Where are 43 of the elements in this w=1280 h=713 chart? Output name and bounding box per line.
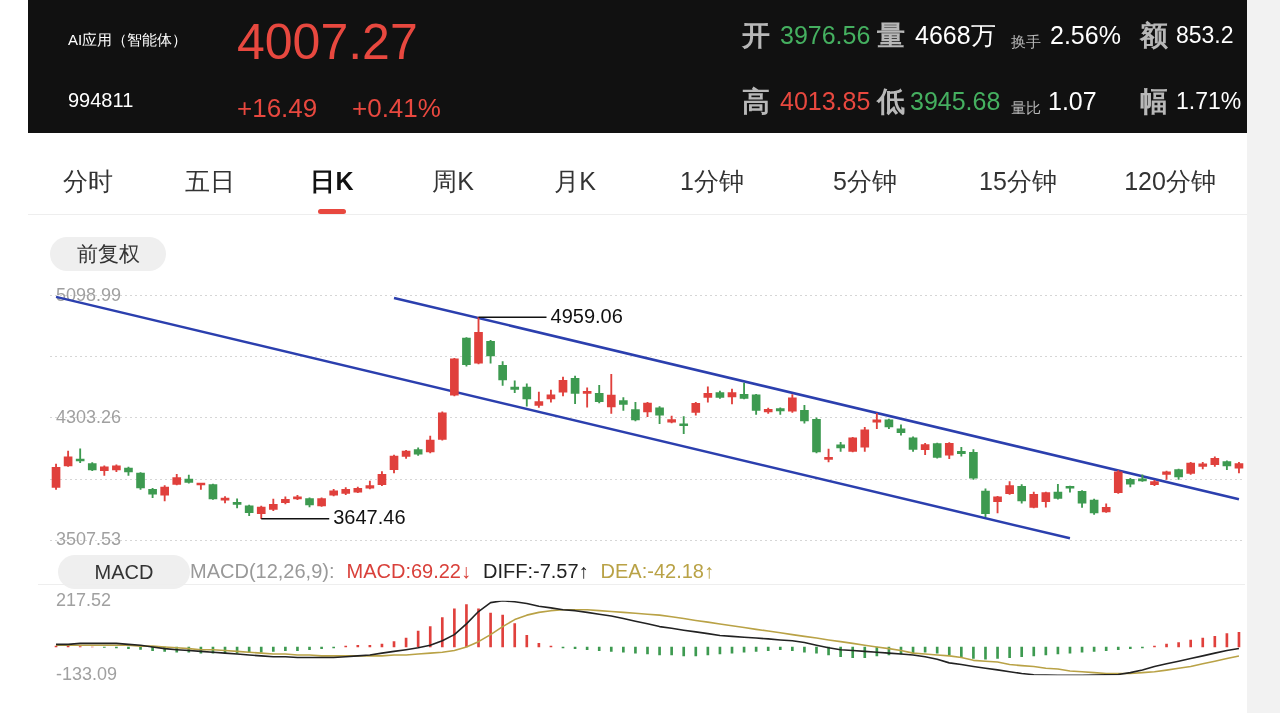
text: 3976.56 xyxy=(780,21,871,50)
text: 前复权 xyxy=(50,237,166,271)
chart-title: AI应用（智能体） xyxy=(68,30,188,49)
text: 4007.27 xyxy=(237,13,418,70)
series-label: DIFF:-7.57↑ xyxy=(483,560,589,583)
text: +16.49 xyxy=(237,92,318,123)
chart-subtitle: 994811 xyxy=(68,89,134,111)
text: 五日 xyxy=(185,167,235,196)
annotation: 3647.46 xyxy=(333,506,406,529)
text: 853.2 xyxy=(1176,22,1234,49)
text: 开 xyxy=(742,19,770,52)
text: 120分钟 xyxy=(1124,167,1216,196)
text: 4013.85 xyxy=(780,87,871,116)
annotation: 4959.06 xyxy=(550,304,623,327)
text: 幅 xyxy=(1140,85,1168,118)
text: 1分钟 xyxy=(680,167,744,196)
text: 15分钟 xyxy=(979,167,1057,196)
chart-title: MACD(12,26,9): xyxy=(190,560,335,583)
y-tick-label: 4303.26 xyxy=(56,406,122,427)
text: 5分钟 xyxy=(833,167,897,196)
text: 4668万 xyxy=(915,21,996,50)
text: 量比 xyxy=(1011,98,1041,117)
y-tick-label: 3507.53 xyxy=(56,529,122,550)
text: 1.07 xyxy=(1048,87,1097,116)
text: 低 xyxy=(877,85,905,118)
text: 额 xyxy=(1140,19,1168,52)
y-tick-label: 5098.99 xyxy=(56,284,122,305)
series-label: DEA:-42.18↑ xyxy=(600,560,714,583)
text: +0.41% xyxy=(352,92,441,123)
text: 月K xyxy=(554,167,596,196)
y-tick-label: -133.09 xyxy=(56,664,118,685)
text: 2.56% xyxy=(1050,21,1121,50)
text: 周K xyxy=(432,167,474,196)
y-tick-label: 217.52 xyxy=(56,589,112,610)
text: 3945.68 xyxy=(910,87,1001,116)
series-label: MACD:69.22↓ xyxy=(346,560,471,583)
text: 1.71% xyxy=(1176,88,1242,115)
text: 量 xyxy=(877,19,905,52)
text: 换手 xyxy=(1011,32,1041,51)
text: 高 xyxy=(742,85,770,118)
text: MACD xyxy=(58,555,190,589)
text: 分时 xyxy=(63,167,113,196)
text: 日K xyxy=(310,167,354,196)
